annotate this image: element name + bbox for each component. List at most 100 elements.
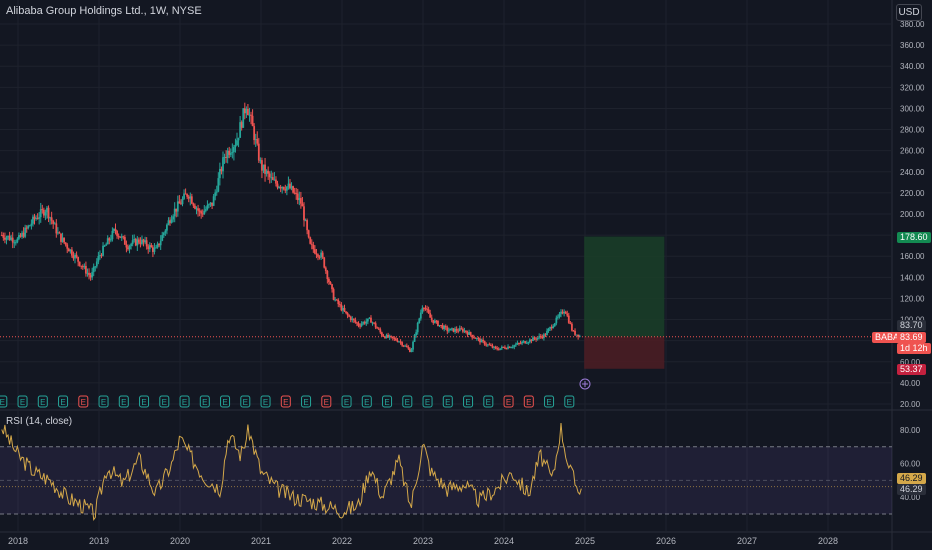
loss-zone bbox=[584, 336, 665, 369]
earnings-marker: E bbox=[361, 395, 372, 408]
candle-body bbox=[488, 344, 491, 346]
candle-body bbox=[167, 220, 170, 225]
candle-body bbox=[504, 347, 506, 349]
candle-body bbox=[151, 247, 154, 252]
candle-body bbox=[318, 256, 321, 258]
candle-body bbox=[114, 228, 117, 231]
candle-body bbox=[106, 238, 109, 245]
candle-body bbox=[354, 320, 357, 323]
candle-body bbox=[197, 208, 199, 211]
candle-body bbox=[295, 193, 298, 195]
candle-body bbox=[217, 178, 220, 192]
x-tick-label: 2026 bbox=[656, 536, 676, 546]
candle-body bbox=[162, 232, 165, 236]
candle-body bbox=[169, 220, 171, 223]
rsi-tick-label: 40.00 bbox=[900, 493, 921, 502]
candle-body bbox=[303, 206, 305, 221]
y-tick-label: 320.00 bbox=[900, 83, 925, 92]
earnings-marker-box bbox=[564, 395, 575, 408]
candle-body bbox=[119, 236, 122, 238]
candle-body bbox=[528, 339, 531, 343]
candle-body bbox=[474, 337, 477, 339]
earnings-marker-letter: E bbox=[344, 398, 349, 407]
candle-body bbox=[552, 326, 555, 329]
candle-body bbox=[278, 187, 280, 189]
y-tick-label: 260.00 bbox=[900, 147, 925, 156]
candle-body bbox=[500, 346, 503, 349]
x-tick-label: 2028 bbox=[818, 536, 838, 546]
candle-body bbox=[463, 330, 466, 332]
earnings-marker-box bbox=[118, 395, 129, 408]
currency-button[interactable]: USD bbox=[896, 4, 922, 21]
candle-body bbox=[232, 146, 235, 153]
earnings-marker-letter: E bbox=[324, 398, 329, 407]
candle-body bbox=[542, 334, 545, 339]
candle-body bbox=[203, 210, 206, 215]
earnings-marker: E bbox=[544, 395, 555, 408]
candle-body bbox=[145, 240, 148, 247]
earnings-marker-box bbox=[98, 395, 109, 408]
candle-body bbox=[77, 257, 80, 262]
candle-body bbox=[365, 321, 368, 324]
candle-body bbox=[88, 272, 90, 276]
candle-body bbox=[170, 219, 173, 223]
candle-body bbox=[331, 284, 333, 290]
candle-body bbox=[518, 343, 520, 345]
x-tick-label: 2020 bbox=[170, 536, 190, 546]
earnings-marker-letter: E bbox=[182, 398, 187, 407]
candle-body bbox=[25, 227, 28, 229]
candle-body bbox=[366, 318, 369, 322]
x-tick-label: 2027 bbox=[737, 536, 757, 546]
candle-body bbox=[547, 328, 550, 331]
candle-body bbox=[75, 254, 78, 258]
candle-body bbox=[289, 183, 291, 189]
earnings-marker-letter: E bbox=[141, 398, 146, 407]
earnings-marker-letter: E bbox=[445, 398, 450, 407]
earnings-marker-box bbox=[17, 395, 28, 408]
candle-body bbox=[208, 204, 210, 206]
candle-body bbox=[131, 240, 134, 245]
candle-body bbox=[555, 317, 558, 324]
candle-body bbox=[128, 245, 131, 250]
candle-body bbox=[49, 217, 51, 219]
candle-body bbox=[296, 193, 299, 201]
candle-body bbox=[357, 323, 360, 326]
candle-body bbox=[440, 324, 442, 326]
candle-body bbox=[240, 122, 243, 128]
candle-body bbox=[510, 347, 513, 349]
earnings-marker-box bbox=[402, 395, 413, 408]
earnings-marker: E bbox=[422, 395, 433, 408]
candle-body bbox=[153, 248, 156, 252]
candle-body bbox=[380, 332, 383, 336]
candle-body bbox=[159, 240, 162, 246]
candle-body bbox=[391, 336, 394, 339]
y-tick-label: 160.00 bbox=[900, 252, 925, 261]
candle-body bbox=[343, 307, 346, 312]
candle-body bbox=[245, 108, 248, 114]
earnings-marker-letter: E bbox=[526, 398, 531, 407]
candle-body bbox=[281, 187, 284, 189]
candle-body bbox=[298, 198, 301, 201]
candle-body bbox=[374, 323, 377, 328]
candle-body bbox=[231, 152, 234, 154]
earnings-marker-box bbox=[0, 395, 8, 408]
candle-body bbox=[200, 211, 203, 214]
candle-body bbox=[139, 242, 142, 244]
earnings-marker-box bbox=[503, 395, 514, 408]
candle-body bbox=[237, 137, 240, 141]
candle-body bbox=[332, 289, 335, 300]
earnings-marker-letter: E bbox=[243, 398, 248, 407]
candle-body bbox=[287, 183, 290, 187]
candle-body bbox=[195, 208, 198, 210]
candle-body bbox=[123, 237, 126, 245]
candle-body bbox=[69, 249, 72, 252]
earnings-marker: E bbox=[17, 395, 28, 408]
candle-body bbox=[458, 328, 461, 332]
y-tick-label: 380.00 bbox=[900, 20, 925, 29]
candle-body bbox=[189, 196, 192, 199]
candle-body bbox=[41, 209, 44, 211]
earnings-marker: E bbox=[240, 395, 251, 408]
candle-body bbox=[262, 164, 265, 171]
candle-body bbox=[426, 308, 428, 310]
